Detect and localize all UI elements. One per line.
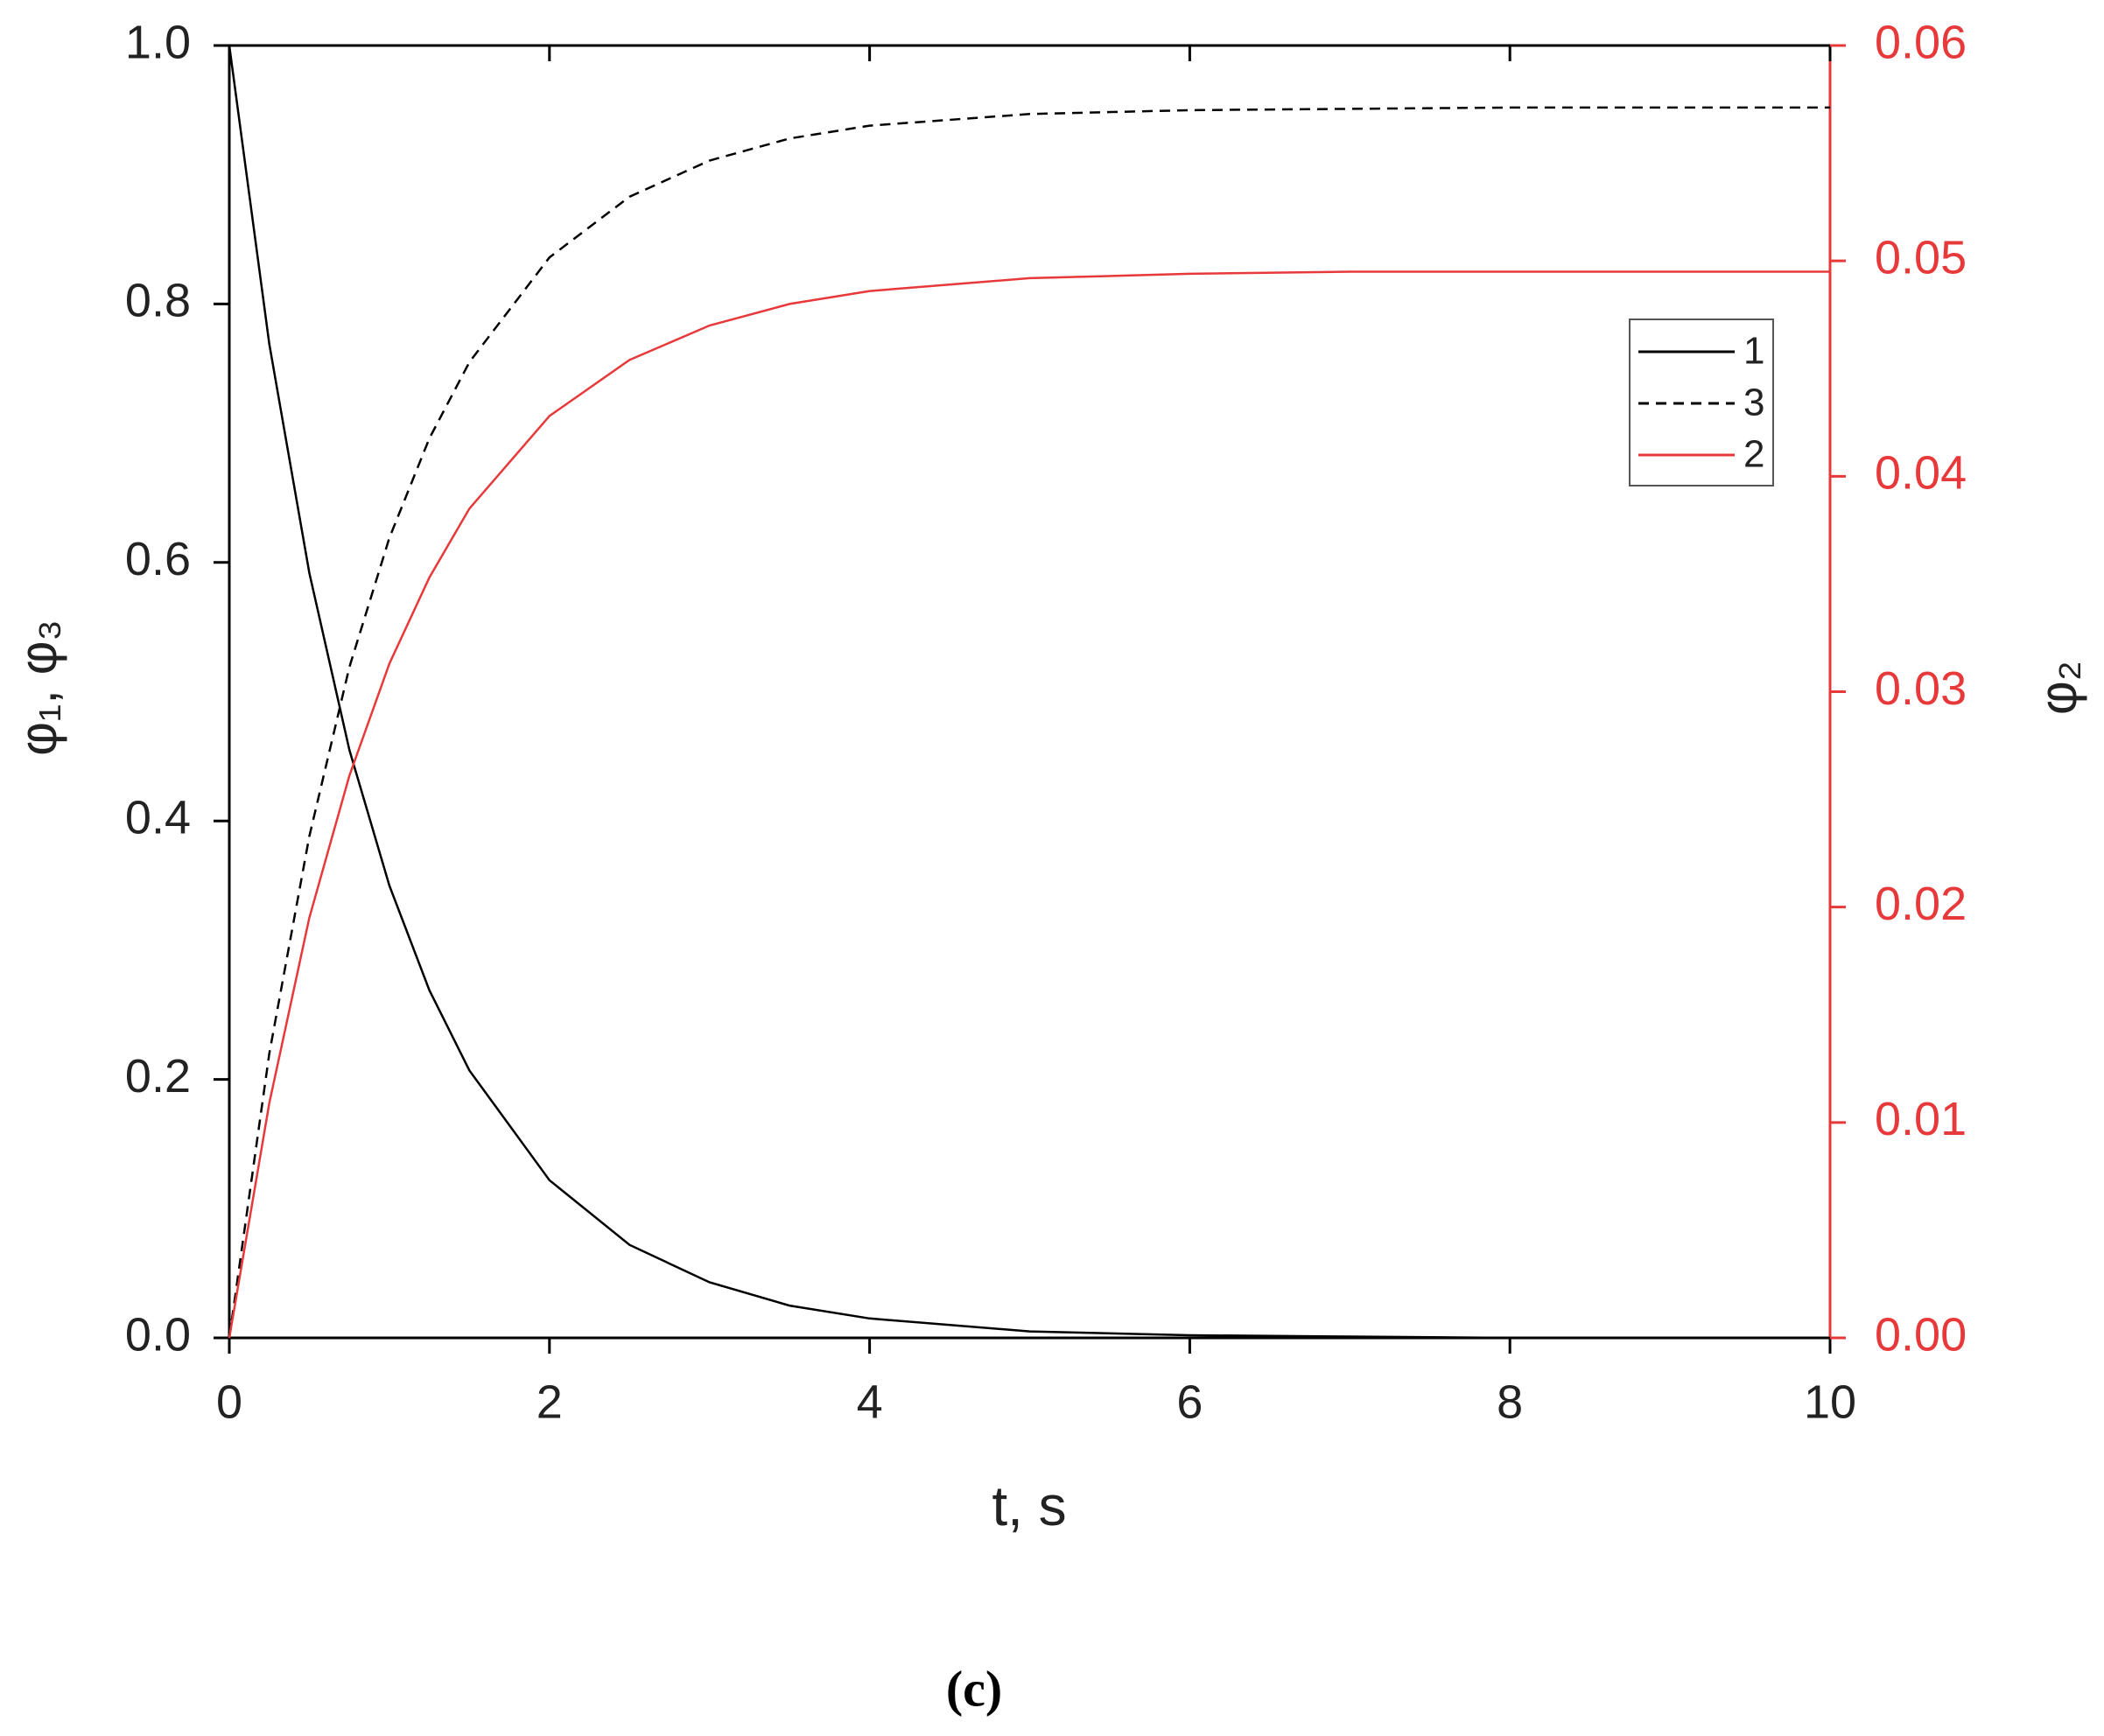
y2-tick-label: 0.03 [1875, 662, 1967, 715]
legend-label: 1 [1743, 330, 1764, 373]
y-axis-label: φ₁, φ₃ [9, 620, 67, 756]
y-tick-label: 1.0 [125, 16, 191, 68]
y-tick-label: 0.6 [125, 533, 191, 585]
y2-tick-label: 0.00 [1875, 1308, 1967, 1361]
series-line [228, 106, 1830, 1339]
legend-label: 2 [1743, 433, 1764, 476]
y-tick-label: 0.8 [125, 275, 191, 327]
x-axis-label: t, s [992, 1474, 1066, 1537]
series-line [228, 270, 1830, 1339]
y-tick-label: 0.2 [125, 1050, 191, 1102]
x-tick-label: 4 [857, 1376, 883, 1428]
y2-tick-label: 0.02 [1875, 878, 1967, 930]
x-tick-label: 0 [216, 1376, 242, 1428]
legend-label: 3 [1743, 382, 1764, 424]
caption: (c) [946, 1660, 1002, 1717]
x-tick-label: 6 [1176, 1376, 1203, 1428]
y-tick-label: 0.4 [125, 791, 191, 844]
y-tick-label: 0.0 [125, 1308, 191, 1361]
x-tick-label: 2 [537, 1376, 563, 1428]
y2-axis-label: φ₂ [2029, 661, 2087, 715]
y2-tick-label: 0.04 [1875, 447, 1967, 500]
y2-tick-label: 0.01 [1875, 1093, 1967, 1145]
y2-tick-label: 0.06 [1875, 16, 1967, 68]
x-tick-label: 10 [1804, 1376, 1856, 1428]
x-tick-label: 8 [1497, 1376, 1523, 1428]
y2-tick-label: 0.05 [1875, 231, 1967, 284]
series-line [228, 45, 1830, 1340]
